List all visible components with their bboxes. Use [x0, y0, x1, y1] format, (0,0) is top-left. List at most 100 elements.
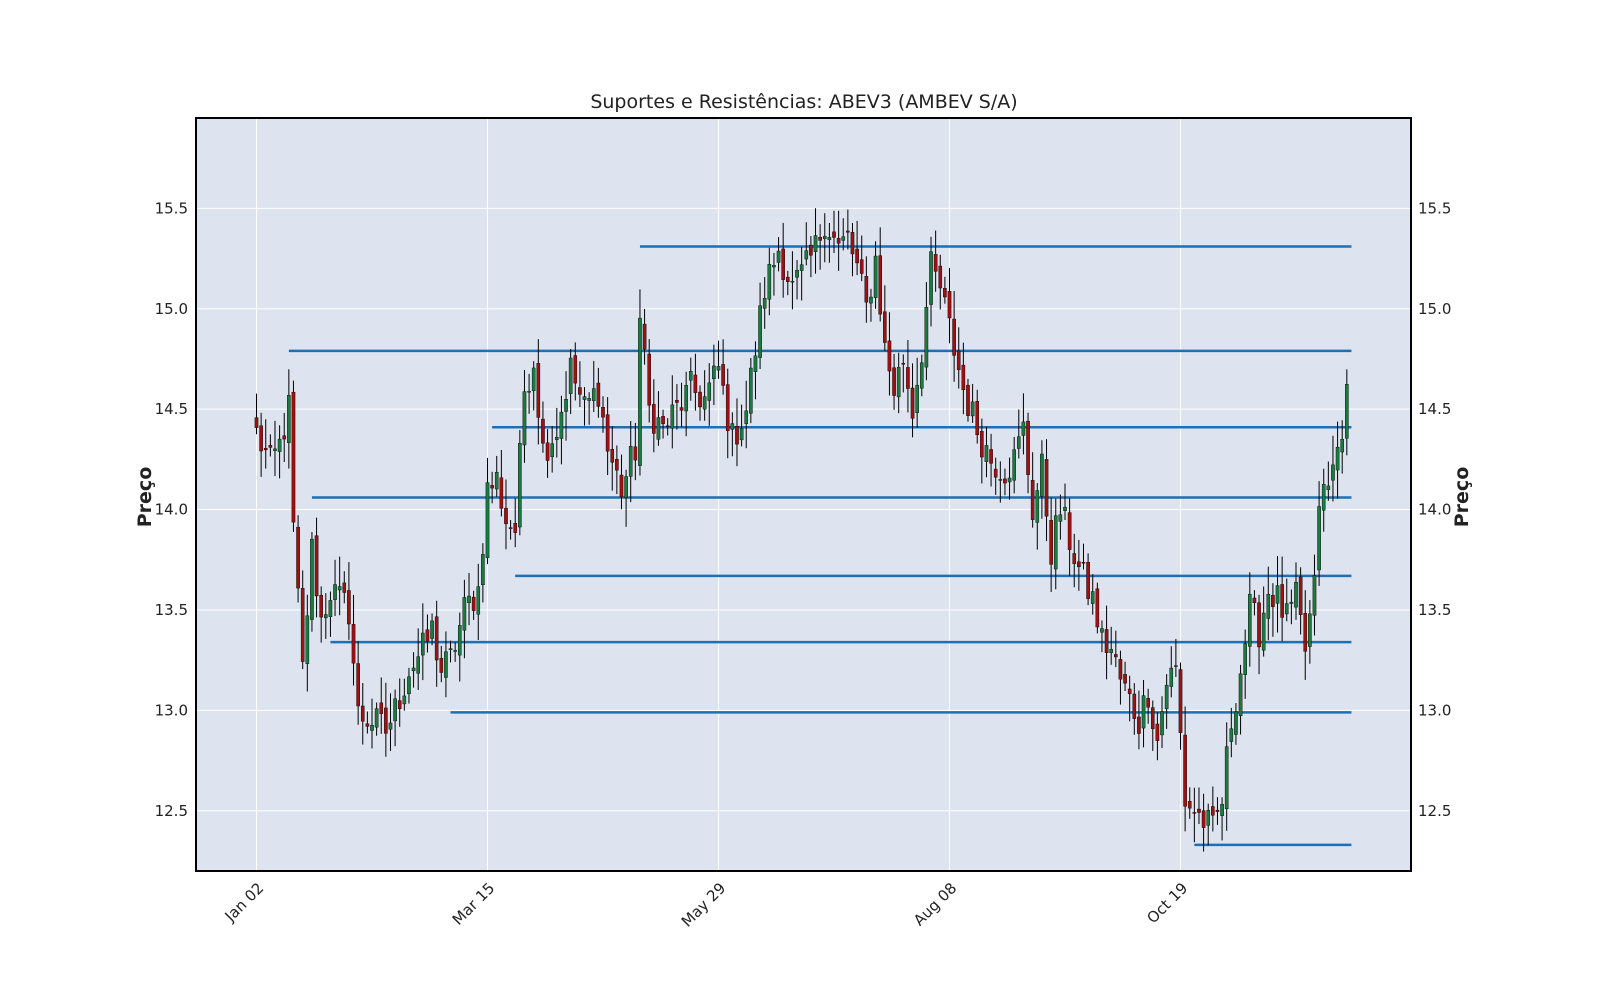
candle — [582, 387, 587, 426]
candle-body — [499, 477, 504, 509]
candle-body — [601, 407, 605, 418]
candle-body — [652, 404, 656, 434]
candle-body — [1063, 506, 1067, 511]
candle — [753, 341, 758, 400]
candle — [1003, 468, 1007, 496]
candle-body — [1003, 478, 1007, 484]
candle-body — [379, 702, 384, 714]
candle-body — [388, 722, 393, 730]
candle-body — [869, 296, 873, 304]
candle — [665, 418, 670, 436]
candle-body — [1137, 716, 1141, 734]
candle-body — [1345, 384, 1349, 439]
candle-body — [1040, 453, 1044, 497]
candle — [291, 380, 296, 532]
candle-body — [347, 590, 351, 625]
candle-body — [314, 535, 319, 597]
candle-body — [605, 414, 610, 452]
candle-body — [490, 485, 494, 489]
candle-body — [1229, 728, 1234, 742]
candle-body — [1215, 809, 1220, 812]
candle-body — [624, 476, 628, 498]
candle-body — [896, 367, 901, 398]
candle — [333, 559, 337, 616]
candle — [725, 368, 730, 459]
candle-body — [1271, 595, 1275, 607]
candle-body — [1284, 603, 1289, 615]
candle-body — [287, 395, 291, 443]
candle — [499, 450, 504, 517]
candle — [1086, 553, 1090, 606]
x-tick-label: Oct 19 — [1143, 879, 1191, 927]
candle — [1035, 483, 1040, 550]
candle — [1321, 468, 1326, 532]
candle — [869, 288, 873, 322]
candle — [1243, 629, 1247, 699]
y-tick-label-right: 15.0 — [1418, 300, 1451, 318]
candle-body — [956, 350, 961, 371]
candle — [961, 342, 966, 415]
candle-body — [1030, 480, 1035, 520]
candle-body — [545, 442, 550, 461]
candle-body — [966, 384, 970, 416]
candle — [1067, 498, 1072, 576]
candle — [370, 698, 374, 749]
plot-frame — [195, 117, 1412, 872]
candle-body — [1317, 506, 1321, 571]
candle — [1234, 703, 1238, 745]
candle — [457, 612, 462, 682]
candle — [647, 339, 651, 423]
candle — [277, 425, 282, 479]
candle — [989, 433, 993, 487]
candle — [300, 570, 305, 670]
candle-body — [1211, 806, 1215, 816]
candle — [1187, 787, 1192, 819]
candle — [1044, 439, 1049, 542]
candle — [943, 276, 947, 304]
candle — [938, 254, 943, 310]
candle — [841, 218, 846, 251]
candle — [1077, 539, 1081, 591]
candle — [966, 378, 970, 422]
candle-body — [1095, 588, 1100, 628]
candle — [578, 361, 582, 408]
candle-body — [615, 458, 619, 471]
candle-body — [1238, 673, 1243, 716]
candle-body — [310, 538, 314, 620]
candle-body — [1192, 812, 1197, 814]
candle-body — [665, 425, 670, 428]
candle — [444, 631, 448, 698]
candle — [827, 222, 832, 263]
candle-body — [1340, 439, 1344, 453]
candle-body — [277, 438, 282, 452]
candles — [254, 208, 1349, 852]
candle — [638, 289, 642, 476]
candle — [919, 354, 924, 397]
candle-body — [324, 614, 328, 619]
candle-body — [282, 435, 287, 440]
candle-body — [587, 398, 591, 401]
y-tick-label-right: 14.0 — [1418, 501, 1451, 519]
candle — [555, 407, 559, 458]
candle — [374, 702, 379, 736]
y-tick-label-left: 15.0 — [155, 300, 188, 318]
candle — [1308, 600, 1312, 664]
candle — [1021, 393, 1026, 455]
candle-body — [370, 724, 374, 731]
candle — [786, 270, 790, 296]
candle-body — [688, 370, 693, 381]
candle-body — [633, 446, 638, 461]
candle — [906, 339, 910, 413]
candle-body — [725, 384, 730, 432]
candle-body — [628, 446, 633, 477]
candle — [573, 342, 578, 401]
candle — [397, 678, 402, 727]
candle — [1261, 586, 1266, 657]
candle-body — [1326, 485, 1331, 490]
candle — [739, 404, 744, 447]
candle — [1266, 566, 1271, 641]
candle-body — [799, 264, 804, 271]
candle-body — [333, 584, 337, 600]
candle — [481, 543, 485, 603]
